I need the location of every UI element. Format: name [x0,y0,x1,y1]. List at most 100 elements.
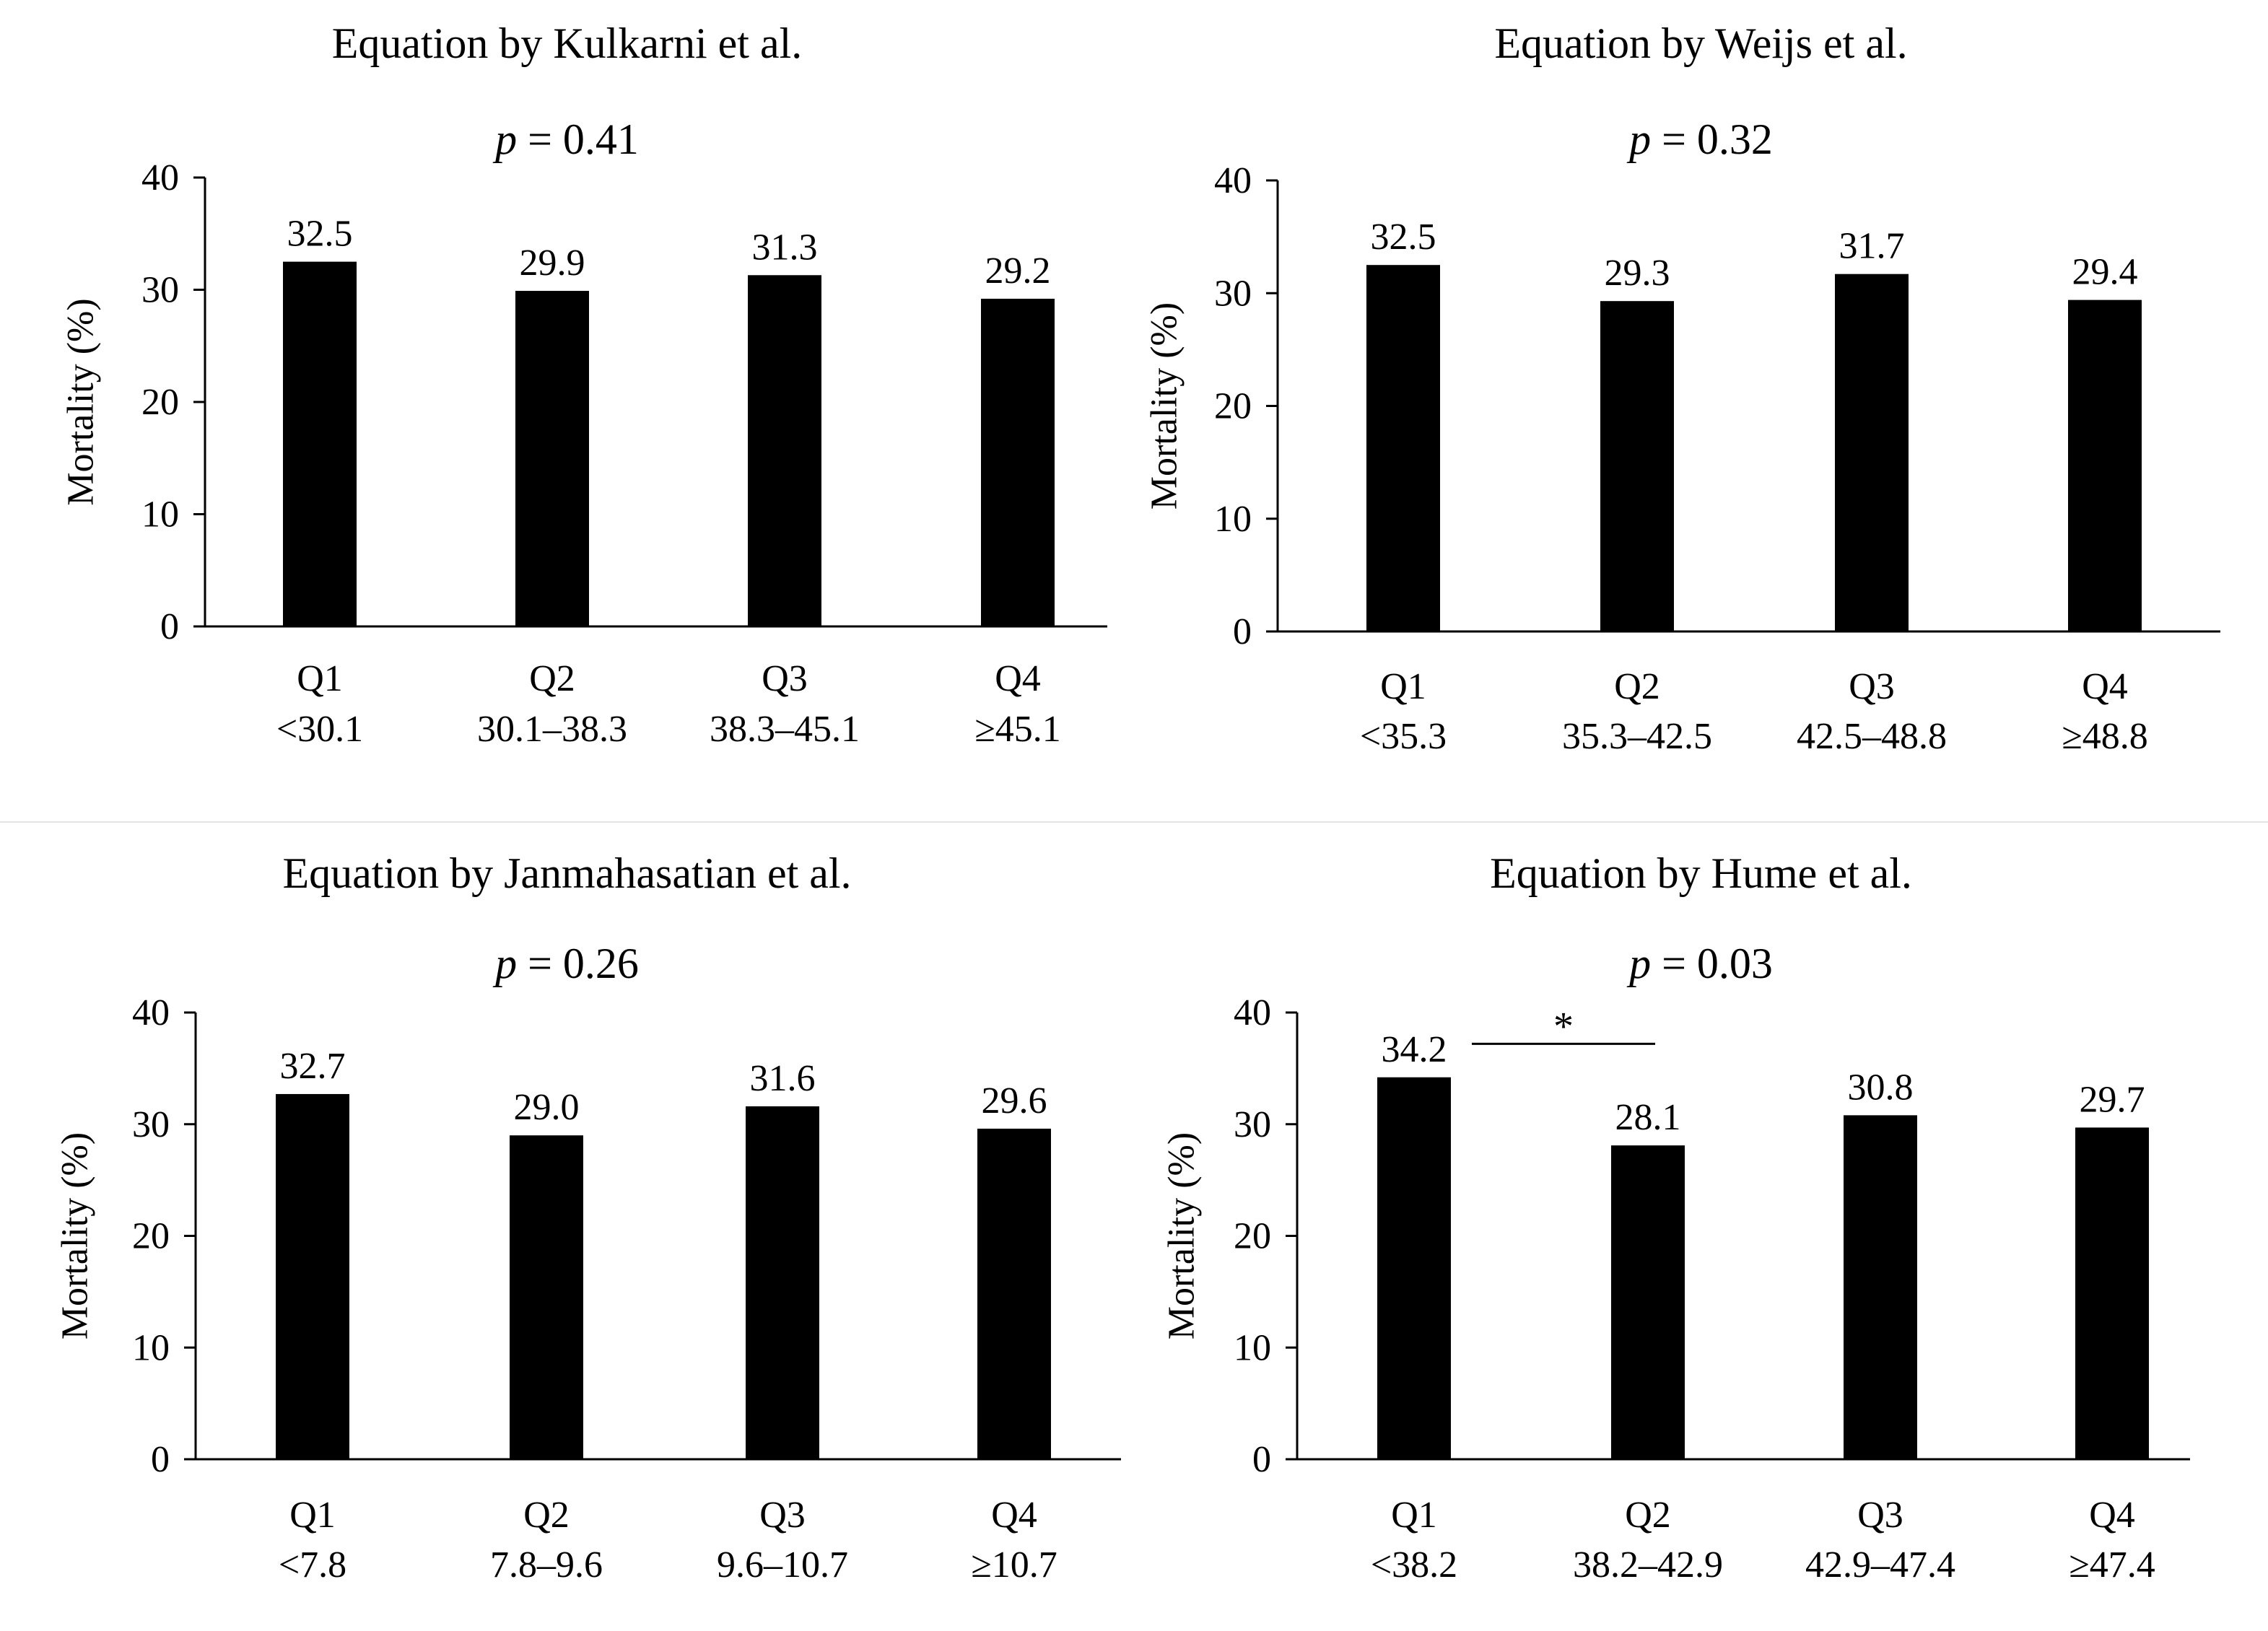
bar-value-label: 29.4 [2072,252,2138,293]
category-label: Q3 [762,658,808,699]
bar [1377,1077,1451,1459]
category-label: Q1 [1391,1495,1437,1536]
bar [1366,265,1440,631]
p-value-text: p = 0.26 [0,938,1134,989]
y-axis-label: Mortality (%) [1144,302,1185,510]
bar-value-label: 29.7 [2080,1079,2145,1120]
bar [1600,301,1674,631]
category-label: Q1 [297,658,343,699]
y-axis-label: Mortality (%) [1161,1132,1203,1339]
y-axis-label: Mortality (%) [55,1132,96,1339]
bar [1844,1115,1917,1459]
p-symbol: p [1629,940,1652,987]
y-tick-label: 10 [132,1327,170,1368]
bar [1611,1145,1685,1459]
bar-value-label: 29.2 [985,250,1051,292]
bar [515,291,589,626]
bar-value-label: 29.3 [1605,253,1670,294]
panel-divider [0,821,2268,823]
bar-chart: 0 10 20 30 40 Mortality (%) 32.5 Q1 <35.3 29.3 Q2 3… [1144,160,2220,757]
p-value: 0.26 [562,940,639,987]
bar-value-label: 29.6 [982,1080,1047,1121]
panel-weijs: Equation by Weijs et al. p = 0.32 0 10 20 3… [1134,0,2268,801]
y-tick-label: 20 [1234,1216,1271,1257]
bar [276,1093,349,1459]
p-equals: = [1651,940,1697,987]
bar [746,1106,819,1459]
p-symbol: p [495,940,518,987]
panel-title: Equation by Janmahasatian et al. [282,849,852,897]
bar-value-label: 28.1 [1615,1097,1681,1138]
panel-title: Equation by Kulkarni et al. [331,19,803,67]
p-value: 0.03 [1696,940,1773,987]
p-value-text: p = 0.41 [0,114,1134,165]
category-range-label: 9.6–10.7 [717,1544,848,1586]
y-tick-label: 0 [1252,1439,1271,1480]
y-tick-label: 30 [141,270,179,311]
p-equals: = [1651,115,1697,163]
category-label: Q2 [1614,666,1660,707]
category-range-label: <35.3 [1360,716,1447,757]
y-tick-label: 40 [141,157,179,198]
y-tick-label: 40 [1214,160,1252,201]
p-symbol: p [1629,115,1652,163]
category-range-label: <7.8 [279,1544,346,1586]
category-range-label: 35.3–42.5 [1562,716,1712,757]
y-tick-label: 40 [132,992,170,1033]
bar [977,1128,1051,1459]
bar-value-label: 29.0 [514,1087,580,1128]
significance-marker: * [1553,1004,1574,1049]
category-range-label: 42.5–48.8 [1797,716,1947,757]
p-equals: = [517,115,563,163]
panel-janmahasatian: Equation by Janmahasatian et al. p = 0.2… [0,830,1134,1631]
bar [2068,299,2142,631]
category-range-label: ≥45.1 [974,709,1061,750]
y-tick-label: 0 [1233,611,1252,652]
bar [748,275,821,626]
category-range-label: ≥48.8 [2062,716,2148,757]
bar [510,1135,583,1459]
bar [981,298,1055,626]
bar-chart: 0 10 20 30 40 Mortality (%) 32.5 Q1 <30.1 29.9 Q2 3… [61,157,1107,750]
bar-value-label: 31.7 [1839,226,1905,267]
bar-value-label: 34.2 [1382,1029,1447,1070]
bar [1835,274,1909,631]
y-tick-label: 0 [151,1439,170,1480]
p-value: 0.32 [1696,115,1773,163]
category-range-label: <38.2 [1371,1544,1457,1586]
p-value-text: p = 0.32 [1134,114,2268,165]
bar-value-label: 32.5 [1371,217,1436,258]
y-axis-label: Mortality (%) [61,298,102,505]
bar [283,261,357,626]
bar-chart: 0 10 20 30 40 Mortality (%) 32.7 Q1 <7.8 29.0 Q2 7.… [55,992,1121,1586]
y-tick-label: 0 [160,606,179,647]
y-tick-label: 10 [1214,499,1252,540]
y-tick-label: 10 [1234,1327,1271,1368]
category-label: Q3 [1849,666,1895,707]
panel-hume: Equation by Hume et al. p = 0.03 0 10 20 30… [1134,830,2268,1631]
p-symbol: p [495,115,518,163]
p-value: 0.41 [562,115,639,163]
panel-title: Equation by Weijs et al. [1494,19,1908,67]
category-label: Q1 [1380,666,1426,707]
category-label: Q3 [1857,1495,1903,1536]
panel-title: Equation by Hume et al. [1490,849,1912,897]
category-label: Q2 [523,1495,570,1536]
bar-chart: 0 10 20 30 40 Mortality (%) 34.2 Q1 <38.2 28.1 Q2 3… [1161,992,2190,1586]
category-label: Q4 [2089,1495,2135,1536]
category-label: Q4 [2082,666,2128,707]
category-range-label: 38.2–42.9 [1573,1544,1723,1586]
category-range-label: <30.1 [276,709,363,750]
p-equals: = [517,940,563,987]
bar-value-label: 29.9 [520,242,585,284]
p-value-text: p = 0.03 [1134,938,2268,989]
category-label: Q4 [991,1495,1037,1536]
category-label: Q1 [289,1495,336,1536]
y-tick-label: 10 [141,494,179,535]
y-tick-label: 20 [1214,386,1252,427]
category-range-label: 30.1–38.3 [477,709,627,750]
category-range-label: 42.9–47.4 [1805,1544,1955,1586]
y-tick-label: 40 [1234,992,1271,1033]
bar-value-label: 32.7 [280,1046,346,1087]
